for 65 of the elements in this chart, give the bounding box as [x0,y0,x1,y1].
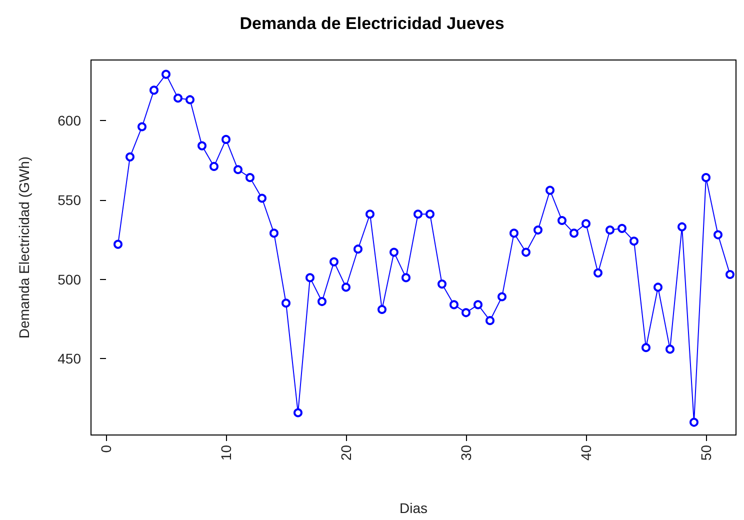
point [234,165,242,174]
point [138,122,146,132]
point [582,219,590,228]
point [114,240,122,249]
point [150,86,158,95]
x-tick-label: 20 [338,444,354,461]
point [198,141,206,150]
point [630,236,638,246]
y-tick-label: 600 [58,112,82,128]
point [174,94,182,103]
point [534,226,542,235]
point [546,186,554,195]
point [654,282,662,292]
point [258,194,266,203]
point [378,304,386,314]
point [714,230,722,240]
point [402,273,410,282]
y-axis-title: Demanda Electricidad (GWh) [16,156,32,339]
point [366,210,374,219]
point [702,173,710,182]
point [438,280,446,289]
point [486,316,494,326]
x-tick-label: 10 [218,444,234,461]
point [342,282,350,292]
point [726,270,734,280]
point [354,244,362,254]
point [414,210,422,219]
point [606,226,614,235]
point [498,292,506,302]
x-tick-label: 50 [698,444,714,461]
point [558,216,566,225]
point [282,298,290,308]
point [474,300,482,310]
x-tick-label: 0 [98,444,114,453]
point [642,343,650,352]
x-axis-title: Dias [399,500,428,516]
point [594,268,602,278]
x-tick-label: 30 [458,444,474,461]
point [666,344,674,354]
point [294,408,302,418]
point [510,228,518,238]
y-tick-label: 450 [58,350,82,367]
point [246,173,254,182]
point [450,300,458,310]
chart-title: Demanda de Electricidad Jueves [240,14,504,33]
point [318,297,326,306]
point [390,248,398,257]
point [690,418,698,427]
point [462,308,470,318]
point [678,222,686,232]
point [522,248,530,257]
point [570,228,578,238]
point [426,210,434,219]
y-tick-label: 550 [58,192,82,208]
point [330,257,338,266]
point [162,70,170,79]
x-tick-label: 40 [578,444,594,461]
point [270,228,278,238]
point [306,273,314,282]
point [222,134,230,144]
point [126,152,134,162]
point [186,95,194,104]
point [210,162,218,171]
point [618,224,626,233]
y-tick-label: 500 [58,271,82,288]
